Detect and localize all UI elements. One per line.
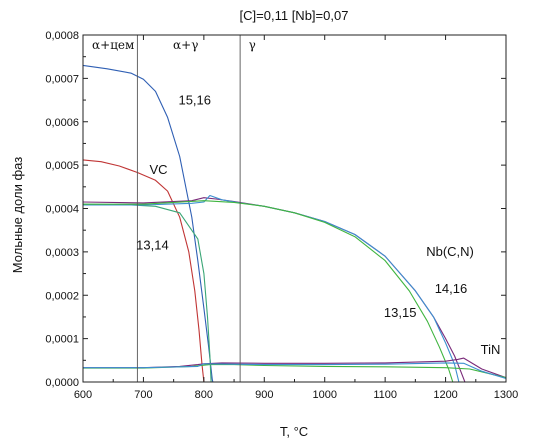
plot-border [82, 34, 507, 383]
y-axis-title: Мольные доли фаз [10, 157, 25, 273]
x-tick-label: 600 [74, 389, 92, 401]
series-line-0 [82, 64, 506, 383]
annotation-label: 13,14 [136, 238, 169, 253]
annotation-label: Nb(C,N) [426, 244, 474, 259]
x-tick-label: 800 [195, 389, 213, 401]
x-axis: 600 700 800 900 1000 1100 1200 1300 [74, 35, 518, 401]
x-tick-label: 1000 [312, 389, 336, 401]
y-tick-label: 0,0007 [45, 73, 79, 85]
phase-boundaries [136, 35, 241, 382]
x-tick-label: 1300 [494, 389, 518, 401]
y-tick-label: 0,0001 [45, 334, 79, 346]
phase-region-label: α+γ [173, 38, 198, 52]
series-layer [82, 64, 507, 383]
annotation-label: VC [149, 162, 167, 177]
series-line-7 [83, 364, 507, 379]
y-tick-label: 0,0006 [45, 117, 79, 129]
x-tick-label: 900 [255, 389, 273, 401]
annotation-label: 13,15 [384, 305, 417, 320]
series-line-8 [83, 362, 507, 380]
annotation-label: 14,16 [435, 281, 468, 296]
y-tick-label: 0,0002 [45, 290, 79, 302]
plot-frame [82, 34, 507, 383]
phase-region-label: γ [249, 38, 256, 52]
y-tick-label: 0,0005 [45, 160, 79, 172]
series-line-6 [83, 357, 507, 379]
y-axis: 0,0000 0,0001 0,0002 0,0003 0,0004 0,0005 0,00… [45, 30, 506, 389]
x-tick-label: 700 [134, 389, 152, 401]
y-tick-label: 0,0003 [45, 247, 79, 259]
y-tick-label: 0,0000 [45, 377, 79, 389]
chart-title: [C]=0,11 [Nb]=0,07 [240, 8, 349, 23]
annotation-label: 15,16 [178, 92, 211, 107]
series-line-1 [82, 159, 506, 383]
phase-labels: α+цем α+γ γ [92, 38, 256, 52]
series-line-5 [83, 200, 506, 383]
y-tick-label: 0,0008 [45, 30, 79, 42]
phase-region-label: α+цем [92, 38, 134, 52]
annotation-label: TiN [481, 342, 501, 357]
y-tick-label: 0,0004 [45, 204, 79, 216]
x-tick-label: 1100 [373, 389, 397, 401]
annotations: 15,16 VC 13,14 Nb(C,N) 14,16 13,15 TiN [136, 92, 500, 356]
x-axis-title: T, °C [280, 424, 308, 439]
x-tick-label: 1200 [433, 389, 457, 401]
